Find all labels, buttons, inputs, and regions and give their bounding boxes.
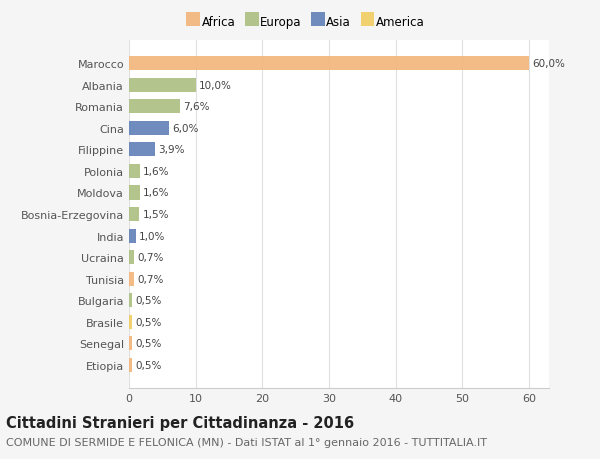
Text: COMUNE DI SERMIDE E FELONICA (MN) - Dati ISTAT al 1° gennaio 2016 - TUTTITALIA.I: COMUNE DI SERMIDE E FELONICA (MN) - Dati…: [6, 437, 487, 447]
Bar: [129, 122, 169, 135]
Bar: [129, 336, 133, 351]
Text: 0,5%: 0,5%: [136, 317, 162, 327]
Bar: [129, 207, 139, 222]
Bar: [129, 272, 134, 286]
Bar: [129, 358, 133, 372]
Bar: [129, 229, 136, 243]
Text: 60,0%: 60,0%: [532, 59, 565, 69]
Text: 3,9%: 3,9%: [158, 145, 185, 155]
Bar: [129, 143, 155, 157]
Bar: [129, 78, 196, 93]
Text: 1,6%: 1,6%: [143, 167, 170, 177]
Text: 0,5%: 0,5%: [136, 339, 162, 348]
Bar: [129, 100, 179, 114]
Text: 6,0%: 6,0%: [172, 123, 199, 134]
Text: 7,6%: 7,6%: [183, 102, 209, 112]
Text: 0,5%: 0,5%: [136, 360, 162, 370]
Bar: [129, 294, 133, 308]
Bar: [129, 57, 529, 71]
Bar: [129, 165, 140, 179]
Text: 1,5%: 1,5%: [142, 210, 169, 219]
Legend: Africa, Europa, Asia, America: Africa, Europa, Asia, America: [186, 16, 425, 29]
Text: 1,6%: 1,6%: [143, 188, 170, 198]
Text: 0,5%: 0,5%: [136, 296, 162, 306]
Text: Cittadini Stranieri per Cittadinanza - 2016: Cittadini Stranieri per Cittadinanza - 2…: [6, 415, 354, 431]
Text: 1,0%: 1,0%: [139, 231, 166, 241]
Bar: [129, 251, 134, 264]
Bar: [129, 186, 140, 200]
Text: 10,0%: 10,0%: [199, 81, 232, 90]
Text: 0,7%: 0,7%: [137, 252, 163, 263]
Text: 0,7%: 0,7%: [137, 274, 163, 284]
Bar: [129, 315, 133, 329]
